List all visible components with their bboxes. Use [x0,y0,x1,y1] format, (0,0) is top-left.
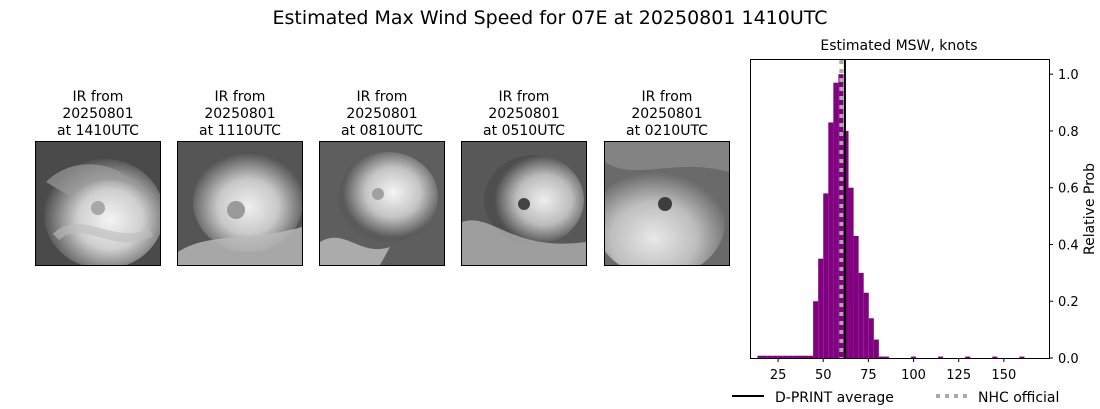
histogram-bar [868,318,874,358]
y-axis-label: Relative Prob [1082,163,1098,255]
ir-label-line1: IR from [214,89,266,105]
figure-title: Estimated Max Wind Speed for 07E at 2025… [272,7,828,29]
histogram-bar [777,355,783,358]
histogram-bar [772,355,778,358]
histogram-bar [938,356,944,358]
histogram-bar [797,355,804,358]
ir-panel-0210: IR from 20250801 at 0210UTC [604,89,730,266]
y-tick-label: 0.0 [1058,352,1079,367]
histogram-bar [808,355,814,358]
x-tick-label: 150 [991,368,1016,383]
histogram-bar [848,187,854,358]
chart-title: Estimated MSW, knots [820,38,977,54]
x-tick-label: 50 [815,368,832,383]
ir-label-date: 20250801 [488,106,560,122]
ir-label-line1: IR from [356,89,408,105]
ir-panel-label: IR from 20250801 at 0810UTC [319,89,445,141]
histogram-bar [767,355,773,358]
histogram-bar [965,356,971,358]
x-tick-label: 100 [901,368,926,383]
histogram-bar [853,235,859,358]
ir-satellite-image [604,141,730,266]
histogram-bar [858,272,864,358]
ir-label-line1: IR from [72,89,124,105]
histogram-bar [818,258,824,358]
legend-nhc-label: NHC official [978,390,1059,406]
histogram-bar [762,355,768,358]
y-tick-label: 0.6 [1058,182,1079,197]
x-tick-label: 75 [860,368,877,383]
ir-panel-0510: IR from 20250801 at 0510UTC [461,89,587,266]
ir-label-line1: IR from [498,89,550,105]
histogram-bar [911,356,917,358]
histogram-bar [883,356,889,358]
ir-panel-0810: IR from 20250801 at 0810UTC [319,89,445,266]
x-tick-label: 125 [946,368,971,383]
ir-panel-1410: IR from 20250801 at 1410UTC [35,89,161,266]
ir-label-time: at 0210UTC [626,123,708,139]
histogram-bar [803,355,809,358]
legend-dprint-label: D-PRINT average [775,390,894,406]
ir-satellite-image [461,141,587,266]
reference-lines [839,60,846,358]
ir-satellite-image [319,141,445,266]
histogram-bar [828,122,834,358]
histogram-bar [843,130,849,358]
ir-label-date: 20250801 [62,106,134,122]
ir-label-line1: IR from [641,89,693,105]
legend: D-PRINT average NHC official [732,390,1059,406]
ir-satellite-image [177,141,303,266]
y-tick-label: 1.0 [1058,68,1079,83]
ir-label-date: 20250801 [346,106,418,122]
histogram-bar [823,193,829,358]
y-tick-label: 0.2 [1058,295,1079,310]
histogram-bars [757,74,1025,358]
ir-panel-label: IR from 20250801 at 1410UTC [35,89,161,141]
histogram-bar [878,356,884,358]
histogram-bar [792,355,798,358]
histogram-bar [833,82,839,358]
x-axis-ticks: 25 50 75 100 125 150 [770,358,1016,383]
histogram-bar [782,355,788,358]
ir-label-time: at 1110UTC [199,123,281,139]
ir-label-time: at 1410UTC [57,123,139,139]
ir-label-time: at 0510UTC [483,123,565,139]
y-axis-ticks: 0.0 0.2 0.4 0.6 0.8 1.0 [1049,68,1079,367]
ir-panel-label: IR from 20250801 at 0510UTC [461,89,587,141]
ir-label-date: 20250801 [631,106,703,122]
ir-label-date: 20250801 [204,106,276,122]
histogram-bar [863,292,869,358]
ir-panel-1110: IR from 20250801 at 1110UTC [177,89,303,266]
y-tick-label: 0.8 [1058,125,1079,140]
ir-satellite-image [35,141,161,266]
x-tick-label: 25 [770,368,787,383]
y-tick-label: 0.4 [1058,238,1079,253]
ir-panel-label: IR from 20250801 at 0210UTC [604,89,730,141]
histogram-bar [757,355,763,358]
histogram-bar [813,301,819,358]
histogram-bar [873,339,879,358]
ir-panel-label: IR from 20250801 at 1110UTC [177,89,303,141]
ir-label-time: at 0810UTC [341,123,423,139]
histogram-bar [787,355,793,358]
histogram-bar [1019,356,1025,358]
histogram-bar [992,356,998,358]
plot-frame [750,59,1050,359]
